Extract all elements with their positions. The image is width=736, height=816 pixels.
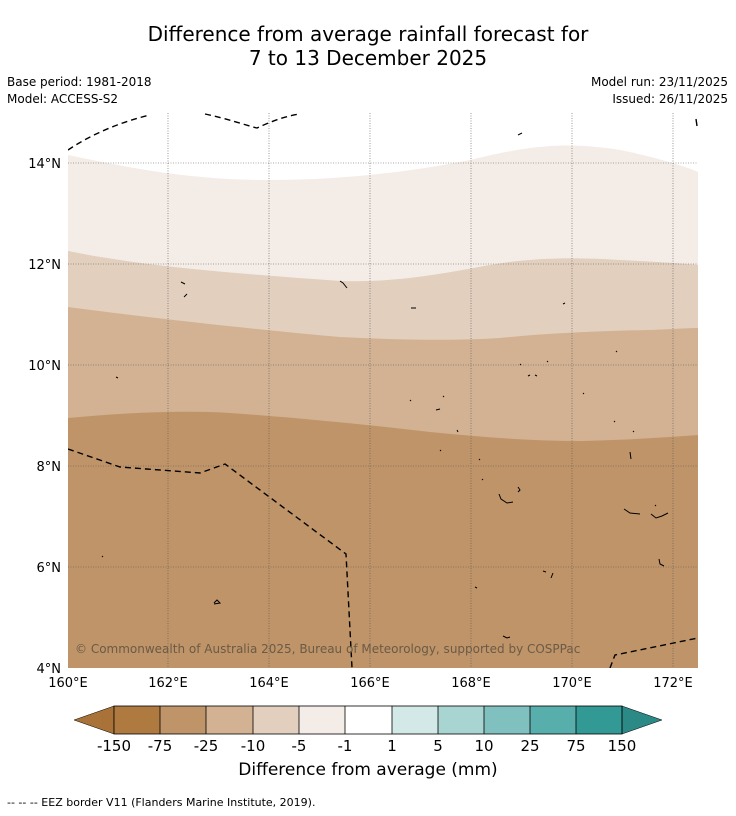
issued-date: Issued: 26/11/2025 bbox=[612, 92, 728, 106]
meta-right: Model run: 23/11/2025 Issued: 26/11/2025 bbox=[591, 74, 728, 108]
title-line-1: Difference from average rainfall forecas… bbox=[147, 22, 589, 46]
map-title: Difference from average rainfall forecas… bbox=[0, 22, 736, 70]
colorbar-tick: -10 bbox=[241, 737, 266, 755]
colorbar-segment bbox=[530, 706, 576, 734]
colorbar-segment bbox=[345, 706, 392, 734]
lat-label: 12°N bbox=[28, 258, 61, 273]
lat-label: 10°N bbox=[28, 359, 61, 374]
lon-label: 164°E bbox=[249, 676, 289, 691]
footer-note: -- -- -- EEZ border V11 (Flanders Marine… bbox=[7, 796, 316, 809]
colorbar-ticks: -150 -75 -25 -10 -5 -1 1 5 10 25 75 150 bbox=[97, 737, 636, 755]
colorbar-tick: -25 bbox=[194, 737, 219, 755]
colorbar: -150 -75 -25 -10 -5 -1 1 5 10 25 75 150 bbox=[73, 705, 663, 755]
colorbar-tick: -75 bbox=[148, 737, 173, 755]
colorbar-segment bbox=[160, 706, 206, 734]
colorbar-tick: -1 bbox=[338, 737, 353, 755]
lon-label: 162°E bbox=[148, 676, 188, 691]
lat-label: 8°N bbox=[37, 460, 62, 475]
colorbar-tick: 25 bbox=[520, 737, 539, 755]
gridlines bbox=[68, 113, 698, 668]
colorbar-dividers bbox=[113, 705, 623, 735]
lon-label: 168°E bbox=[451, 676, 491, 691]
colorbar-extend-right bbox=[621, 705, 663, 735]
band-minus25-to-minus75 bbox=[68, 411, 698, 668]
colorbar-tick: 10 bbox=[474, 737, 493, 755]
colorbar-segment bbox=[253, 706, 299, 734]
lat-labels: 14°N 12°N 10°N 8°N 6°N 4°N bbox=[28, 157, 61, 677]
copyright-notice: © Commonwealth of Australia 2025, Bureau… bbox=[75, 642, 580, 656]
colorbar-tick: -150 bbox=[97, 737, 131, 755]
meta-left: Base period: 1981-2018 Model: ACCESS-S2 bbox=[7, 74, 152, 108]
colorbar-segment bbox=[484, 706, 530, 734]
base-period: Base period: 1981-2018 bbox=[7, 75, 152, 89]
colorbar-segment bbox=[392, 706, 438, 734]
colorbar-segment bbox=[299, 706, 345, 734]
lon-label: 172°E bbox=[653, 676, 693, 691]
lat-label: 4°N bbox=[37, 662, 62, 677]
eez-borders bbox=[68, 113, 698, 668]
colorbar-segment bbox=[114, 706, 160, 734]
colorbar-segment bbox=[206, 706, 253, 734]
lat-label: 14°N bbox=[28, 157, 61, 172]
colorbar-extend-left bbox=[73, 705, 115, 735]
lon-label: 160°E bbox=[48, 676, 88, 691]
colorbar-segment bbox=[438, 706, 484, 734]
lon-label: 166°E bbox=[350, 676, 390, 691]
lat-label: 6°N bbox=[37, 561, 62, 576]
colorbar-tick: 5 bbox=[433, 737, 443, 755]
islands bbox=[101, 132, 669, 639]
eez-border-fragment bbox=[695, 118, 698, 127]
colorbar-tick: 150 bbox=[608, 737, 637, 755]
model-run: Model run: 23/11/2025 bbox=[590, 75, 728, 89]
colorbar-title: Difference from average (mm) bbox=[238, 760, 498, 780]
colorbar-tick: 75 bbox=[566, 737, 585, 755]
colorbar-segment bbox=[576, 706, 622, 734]
map-area: © Commonwealth of Australia 2025, Bureau… bbox=[68, 113, 698, 668]
lon-labels: 160°E 162°E 164°E 166°E 168°E 170°E 172°… bbox=[48, 676, 693, 691]
colorbar-tick: -5 bbox=[292, 737, 307, 755]
title-line-2: 7 to 13 December 2025 bbox=[248, 46, 488, 70]
colorbar-tick: 1 bbox=[387, 737, 397, 755]
model-name: Model: ACCESS-S2 bbox=[7, 92, 119, 106]
lon-label: 170°E bbox=[552, 676, 592, 691]
